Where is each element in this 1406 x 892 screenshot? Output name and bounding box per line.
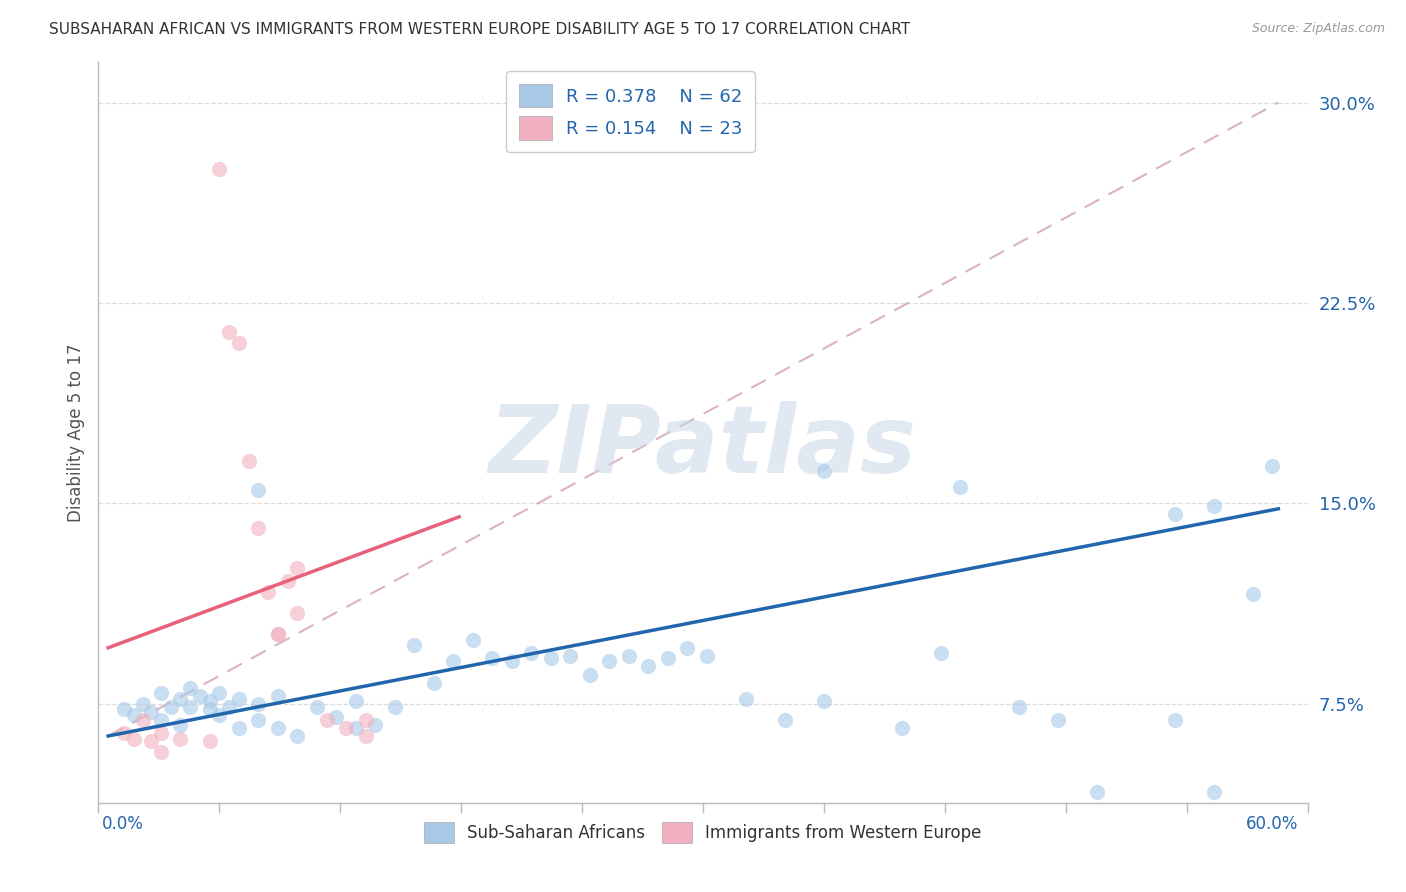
Point: [247, 483, 270, 497]
Point: [1008, 699, 1031, 714]
Point: [1164, 713, 1187, 727]
Point: [208, 686, 231, 700]
Point: [159, 699, 181, 714]
Point: [1202, 785, 1225, 799]
Point: [169, 718, 191, 732]
Point: [149, 713, 172, 727]
Point: [481, 651, 503, 665]
Point: [228, 691, 250, 706]
Point: [169, 691, 191, 706]
Point: [315, 713, 337, 727]
Point: [247, 520, 270, 534]
Point: [579, 667, 602, 681]
Point: [949, 480, 972, 494]
Point: [501, 654, 523, 668]
Point: [1241, 587, 1264, 601]
Point: [813, 694, 835, 708]
Point: [132, 713, 155, 727]
Point: [344, 721, 367, 735]
Point: [179, 681, 201, 695]
Point: [354, 729, 377, 743]
Point: [218, 699, 240, 714]
Point: [139, 705, 162, 719]
Point: [890, 721, 912, 735]
Point: [305, 699, 328, 714]
Point: [238, 453, 260, 467]
Point: [325, 710, 347, 724]
Point: [112, 702, 135, 716]
Point: [696, 648, 718, 663]
Point: [228, 336, 250, 351]
Point: [423, 675, 446, 690]
Point: [132, 697, 155, 711]
Legend: Sub-Saharan Africans, Immigrants from Western Europe: Sub-Saharan Africans, Immigrants from We…: [418, 815, 988, 850]
Point: [344, 694, 367, 708]
Point: [1085, 785, 1108, 799]
Point: [735, 691, 758, 706]
Point: [122, 731, 145, 746]
Point: [335, 721, 357, 735]
Point: [461, 632, 484, 647]
Point: [813, 464, 835, 478]
Point: [1164, 507, 1187, 521]
Point: [198, 694, 221, 708]
Point: [267, 627, 290, 641]
Point: [1261, 458, 1284, 473]
Point: [657, 651, 679, 665]
Point: [267, 689, 290, 703]
Point: [267, 721, 290, 735]
Point: [285, 560, 308, 574]
Point: [285, 729, 308, 743]
Y-axis label: Disability Age 5 to 17: Disability Age 5 to 17: [66, 343, 84, 522]
Text: 0.0%: 0.0%: [103, 815, 145, 833]
Point: [169, 731, 191, 746]
Point: [441, 654, 464, 668]
Point: [384, 699, 406, 714]
Point: [598, 654, 620, 668]
Point: [228, 721, 250, 735]
Point: [285, 606, 308, 620]
Text: 60.0%: 60.0%: [1246, 815, 1298, 833]
Point: [188, 689, 211, 703]
Point: [208, 162, 231, 177]
Text: ZIPatlas: ZIPatlas: [489, 401, 917, 493]
Point: [773, 713, 796, 727]
Point: [247, 713, 270, 727]
Point: [139, 734, 162, 748]
Point: [676, 640, 699, 655]
Point: [247, 697, 270, 711]
Point: [179, 699, 201, 714]
Text: SUBSAHARAN AFRICAN VS IMMIGRANTS FROM WESTERN EUROPE DISABILITY AGE 5 TO 17 CORR: SUBSAHARAN AFRICAN VS IMMIGRANTS FROM WE…: [49, 22, 910, 37]
Point: [354, 713, 377, 727]
Point: [540, 651, 562, 665]
Point: [560, 648, 582, 663]
Point: [257, 584, 280, 599]
Point: [404, 638, 426, 652]
Point: [637, 659, 659, 673]
Point: [149, 726, 172, 740]
Point: [198, 734, 221, 748]
Point: [149, 686, 172, 700]
Point: [520, 646, 543, 660]
Point: [1202, 499, 1225, 513]
Point: [218, 326, 240, 340]
Point: [1046, 713, 1069, 727]
Text: Source: ZipAtlas.com: Source: ZipAtlas.com: [1251, 22, 1385, 36]
Point: [364, 718, 387, 732]
Point: [112, 726, 135, 740]
Point: [929, 646, 952, 660]
Point: [149, 745, 172, 759]
Point: [277, 574, 299, 588]
Point: [617, 648, 640, 663]
Point: [208, 707, 231, 722]
Point: [122, 707, 145, 722]
Point: [198, 702, 221, 716]
Point: [267, 627, 290, 641]
